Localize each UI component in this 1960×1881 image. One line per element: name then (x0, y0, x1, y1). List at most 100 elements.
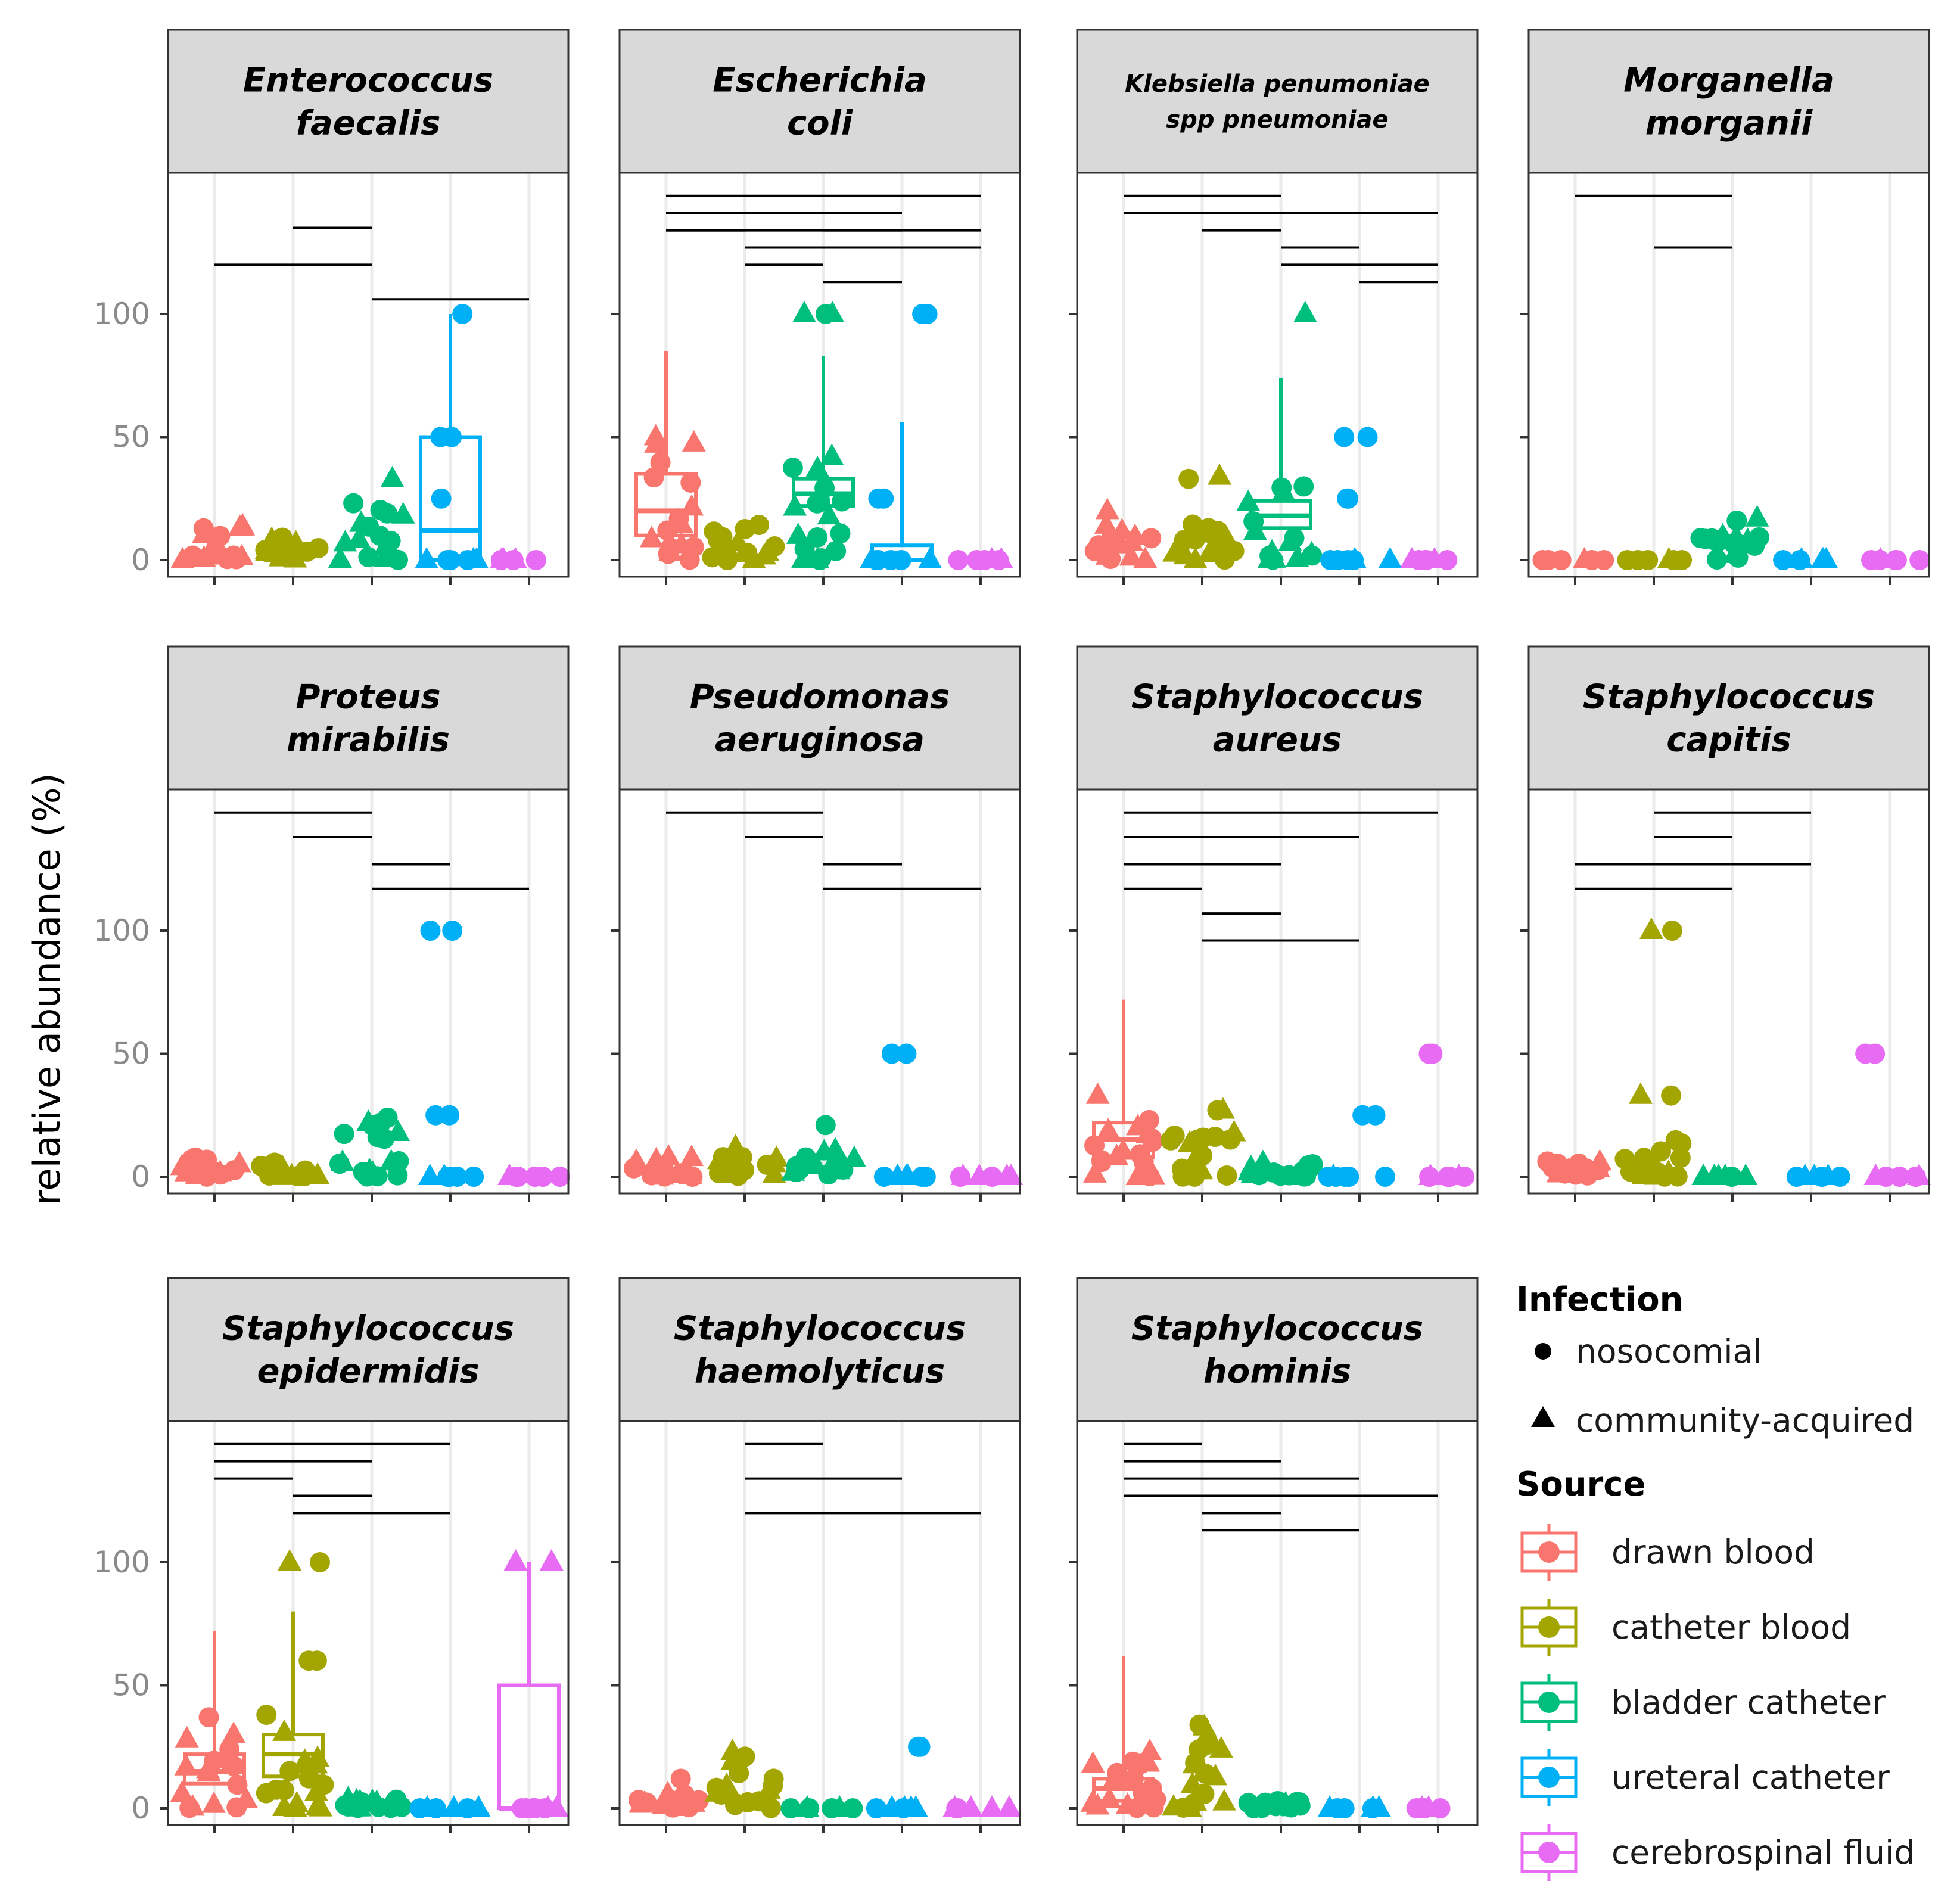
panel-title-line: morganii (1645, 104, 1813, 143)
y-tick-label: 100 (94, 297, 150, 331)
panel-2: Klebsiella penumoniae spp pneumoniae (1069, 29, 1479, 585)
data-point (202, 1791, 226, 1813)
outlier-point (881, 1043, 902, 1064)
panel-title-line: Staphylococcus (1131, 1310, 1423, 1348)
outlier-point (306, 1650, 327, 1671)
y-tick-label: 0 (131, 1159, 150, 1194)
data-point (1270, 1165, 1291, 1186)
data-point (269, 545, 290, 565)
panel-strip (618, 645, 1021, 791)
outlier-point (503, 1549, 528, 1571)
data-point (227, 1151, 251, 1173)
panel-title-line: hominis (1203, 1353, 1351, 1391)
y-tick-label: 100 (94, 1545, 150, 1580)
outlier-point (420, 921, 441, 941)
data-point (1663, 550, 1684, 570)
outlier-point (873, 488, 894, 509)
legend-item-nosocomial: nosocomial (1576, 1332, 1762, 1370)
outlier-point (1745, 505, 1769, 527)
data-point (1572, 547, 1597, 568)
data-point (328, 546, 352, 568)
data-point (1082, 1161, 1107, 1183)
data-point (1334, 1798, 1355, 1818)
data-point (329, 1154, 350, 1174)
outlier-point (1628, 1082, 1653, 1104)
data-point (409, 1798, 430, 1818)
legend-key-point (1538, 1692, 1560, 1713)
data-point (717, 549, 738, 570)
legend-key-point (1538, 1541, 1560, 1563)
data-point (1665, 1130, 1686, 1151)
outlier-point (431, 488, 452, 509)
panel-strip (167, 645, 570, 791)
panel-0: Enterococcus faecalis 0 50 100 (94, 29, 570, 585)
data-point (1557, 1159, 1578, 1180)
data-point (304, 1779, 328, 1801)
data-point (726, 529, 750, 551)
legend-key-point (1538, 1842, 1560, 1863)
panel-strip (618, 1277, 1021, 1422)
panel-strip (1527, 645, 1930, 791)
data-point (357, 1166, 378, 1187)
data-point (799, 1798, 820, 1818)
data-point (549, 1167, 570, 1187)
panel-title-line: Staphylococcus (674, 1310, 966, 1348)
data-point (789, 1149, 813, 1171)
y-tick-label: 50 (112, 1668, 150, 1703)
outlier-point (1639, 918, 1664, 939)
data-point (885, 1164, 910, 1185)
data-point (1375, 1167, 1396, 1187)
data-point (358, 547, 379, 568)
outlier-point (792, 301, 817, 322)
data-point (260, 526, 284, 548)
data-point (679, 1162, 703, 1184)
data-point (1907, 1164, 1931, 1185)
data-point (1119, 544, 1143, 566)
data-point (1418, 1164, 1442, 1185)
panel-background (1529, 173, 1929, 577)
y-tick-label: 0 (131, 1791, 150, 1826)
data-point (228, 514, 252, 536)
data-point (1214, 549, 1235, 570)
panel-frame (1076, 1420, 1479, 1826)
data-point (491, 547, 516, 568)
panel-strip (1076, 29, 1479, 174)
data-point (463, 1167, 484, 1187)
data-point (742, 546, 766, 568)
data-point (822, 1798, 842, 1818)
data-point (387, 549, 408, 570)
outlier-point (644, 431, 668, 453)
legend-item-ureteral-catheter: ureteral catheter (1611, 1758, 1890, 1796)
panel-title-line: Staphylococcus (222, 1310, 514, 1348)
data-point (1255, 1792, 1275, 1813)
data-point (1634, 1148, 1654, 1168)
data-point (1335, 1167, 1356, 1187)
legend-source-keys: drawn blood catheter blood bladder cathete… (1520, 1524, 1915, 1881)
panel-9: Staphylococcus haemolyticus (611, 1277, 1022, 1833)
data-point (1141, 528, 1162, 549)
data-point (206, 544, 227, 565)
legend-item-community-acquired: community-acquired (1576, 1401, 1914, 1439)
data-point (1302, 545, 1323, 566)
panel-strip (167, 1277, 570, 1422)
data-point (950, 1167, 970, 1187)
data-point (791, 546, 816, 568)
outlier-point (820, 443, 844, 465)
data-point (1695, 528, 1716, 549)
data-point (1091, 1150, 1112, 1171)
legend-key-point (1538, 1616, 1560, 1638)
data-point (1146, 1789, 1166, 1810)
data-point (830, 523, 851, 544)
data-point (347, 1795, 372, 1817)
data-point (679, 1797, 699, 1818)
outlier-point (1352, 1105, 1373, 1126)
outlier-point (896, 1043, 917, 1064)
data-point (179, 1798, 200, 1818)
data-point (1212, 1789, 1236, 1811)
panel-10: Staphylococcus hominis (1069, 1277, 1479, 1833)
data-point (506, 1167, 527, 1187)
panel-title-line: Staphylococcus (1583, 678, 1875, 717)
data-point (1909, 550, 1930, 570)
outlier-point (1085, 1082, 1110, 1104)
outlier-point (256, 1705, 277, 1725)
